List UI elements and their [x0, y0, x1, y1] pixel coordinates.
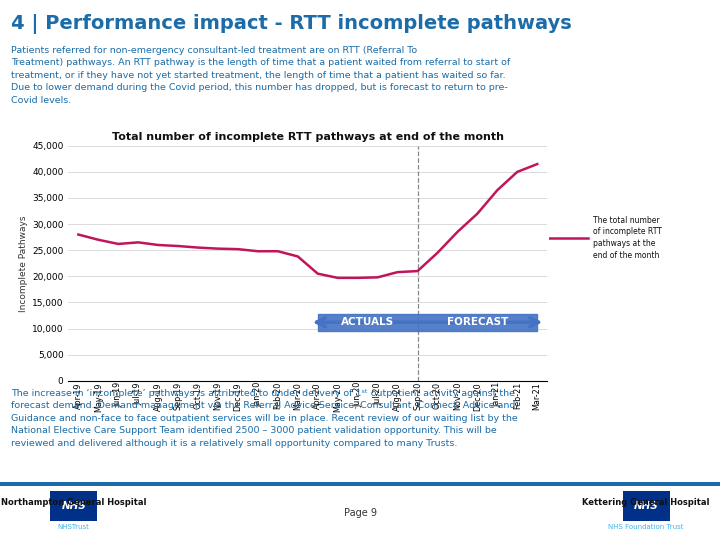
- Text: NHS: NHS: [634, 501, 659, 511]
- Y-axis label: Incomplete Pathways: Incomplete Pathways: [19, 215, 28, 312]
- Bar: [623, 491, 670, 521]
- Bar: [50, 491, 97, 521]
- Text: The total number
of incomplete RTT
pathways at the
end of the month: The total number of incomplete RTT pathw…: [593, 215, 662, 260]
- Text: NHSTrust: NHSTrust: [58, 524, 90, 530]
- Text: Kettering General Hospital: Kettering General Hospital: [582, 497, 710, 507]
- Title: Total number of incomplete RTT pathways at end of the month: Total number of incomplete RTT pathways …: [112, 132, 504, 142]
- Text: Northampton General Hospital: Northampton General Hospital: [1, 497, 147, 507]
- Text: NHS Foundation Trust: NHS Foundation Trust: [608, 524, 684, 530]
- Text: The increase in ‘incomplete’ pathways is attributed to under delivery of 1ˢᵗ out: The increase in ‘incomplete’ pathways is…: [11, 389, 518, 448]
- Text: FORECAST: FORECAST: [446, 317, 508, 327]
- Text: NHS: NHS: [61, 501, 86, 511]
- FancyBboxPatch shape: [318, 314, 537, 330]
- Text: ACTUALS: ACTUALS: [341, 317, 395, 327]
- Text: Page 9: Page 9: [343, 508, 377, 518]
- Text: Patients referred for non-emergency consultant-led treatment are on RTT (Referra: Patients referred for non-emergency cons…: [11, 46, 510, 105]
- Text: 4 | Performance impact - RTT incomplete pathways: 4 | Performance impact - RTT incomplete …: [11, 14, 572, 34]
